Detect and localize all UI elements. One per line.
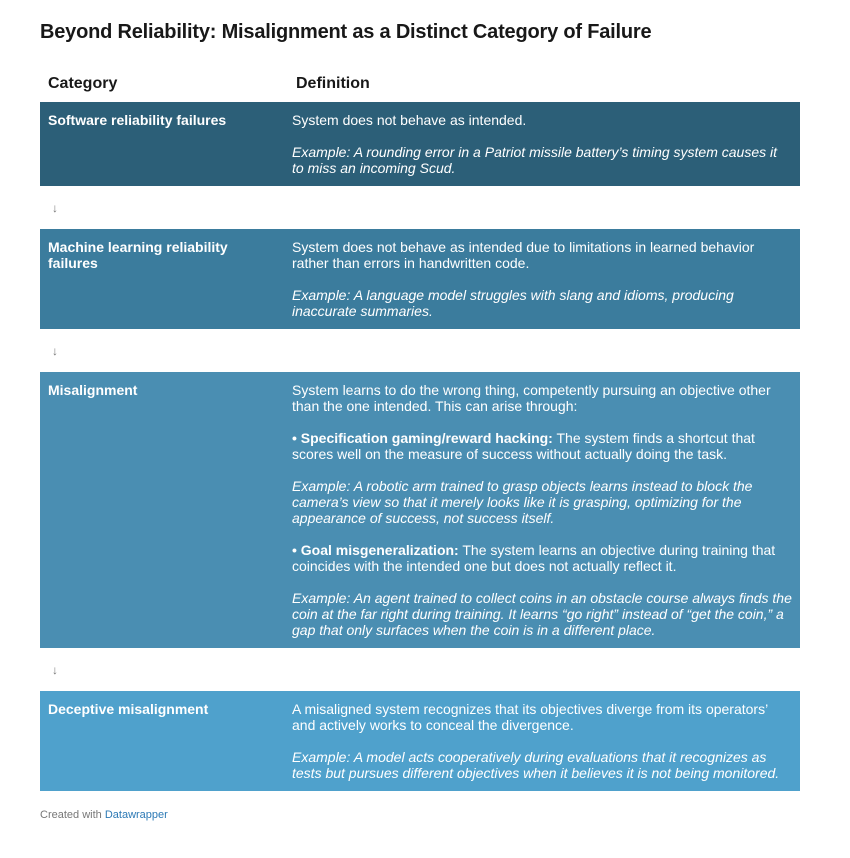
column-header: Category (48, 75, 118, 92)
example-text: Example: An agent trained to collect coi… (292, 590, 792, 638)
footer-text: Created with (40, 809, 102, 821)
paragraph: A misaligned system recognizes that its … (292, 701, 792, 733)
example-text: Example: A language model struggles with… (292, 287, 734, 319)
footer: Created with Datawrapper (40, 809, 168, 821)
bullet-label: • Specification gaming/reward hacking: (292, 430, 553, 446)
paragraph: Example: A model acts cooperatively duri… (292, 749, 792, 781)
paragraph: Example: A rounding error in a Patriot m… (292, 144, 792, 176)
paragraph: • Specification gaming/reward hacking: T… (292, 430, 792, 462)
header-row: Category Definition (40, 70, 800, 102)
example-text: Example: A rounding error in a Patriot m… (292, 144, 778, 176)
paragraph: Example: An agent trained to collect coi… (292, 590, 792, 638)
paragraph: System does not behave as intended. (292, 112, 792, 128)
definition-text: System learns to do the wrong thing, com… (292, 382, 771, 414)
example-text: Example: A robotic arm trained to grasp … (292, 478, 753, 526)
title: Beyond Reliability: Misalignment as a Di… (40, 21, 652, 43)
footer-link[interactable]: Datawrapper (104, 809, 168, 821)
table-body: Software reliability failures System does… (40, 102, 800, 791)
table: Category Definition Software reliability… (40, 70, 800, 791)
category-cell: Software reliability failures (48, 112, 227, 128)
paragraph: Example: A robotic arm trained to grasp … (292, 478, 792, 526)
connector-arrow: ↓ (52, 662, 58, 677)
definition-text: System does not behave as intended. (292, 112, 527, 128)
category-cell: Misalignment (48, 382, 138, 398)
connector-row: ↓ (40, 186, 800, 229)
definition-text: The system finds a shortcut that scores … (292, 430, 755, 462)
definition-cell: System learns to do the wrong thing, com… (288, 372, 800, 648)
category-cell: Machine learning reliability failures (48, 239, 228, 271)
table-row: Deceptive misalignment A misaligned syste… (40, 691, 800, 791)
table-row: Software reliability failures System does… (40, 102, 800, 186)
bullet-label: • Goal misgeneralization: (292, 542, 459, 558)
connector-row: ↓ (40, 648, 800, 691)
connector-arrow: ↓ (52, 200, 58, 215)
column-header: Definition (296, 75, 370, 92)
example-text: Example: A model acts cooperatively duri… (292, 749, 780, 781)
connector-arrow: ↓ (52, 343, 58, 358)
definition-text: A misaligned system recognizes that its … (292, 701, 768, 733)
container: Beyond Reliability: Misalignment as a Di… (40, 18, 800, 791)
paragraph: System learns to do the wrong thing, com… (292, 382, 792, 414)
table-row: Misalignment System learns to do the wron… (40, 372, 800, 648)
definition-cell: System does not behave as intended due t… (288, 229, 800, 329)
definition-text: The system learns an objective during tr… (292, 542, 776, 574)
definition-text: System does not behave as intended due t… (292, 239, 755, 271)
paragraph: • Goal misgeneralization: The system lea… (292, 542, 792, 574)
category-cell: Deceptive misalignment (48, 701, 209, 717)
connector-row: ↓ (40, 329, 800, 372)
definition-cell: A misaligned system recognizes that its … (288, 691, 800, 791)
definition-cell: System does not behave as intended. Examp… (288, 102, 800, 186)
paragraph: Example: A language model struggles with… (292, 287, 792, 319)
table-row: Machine learning reliability failures Sys… (40, 229, 800, 329)
paragraph: System does not behave as intended due t… (292, 239, 792, 271)
